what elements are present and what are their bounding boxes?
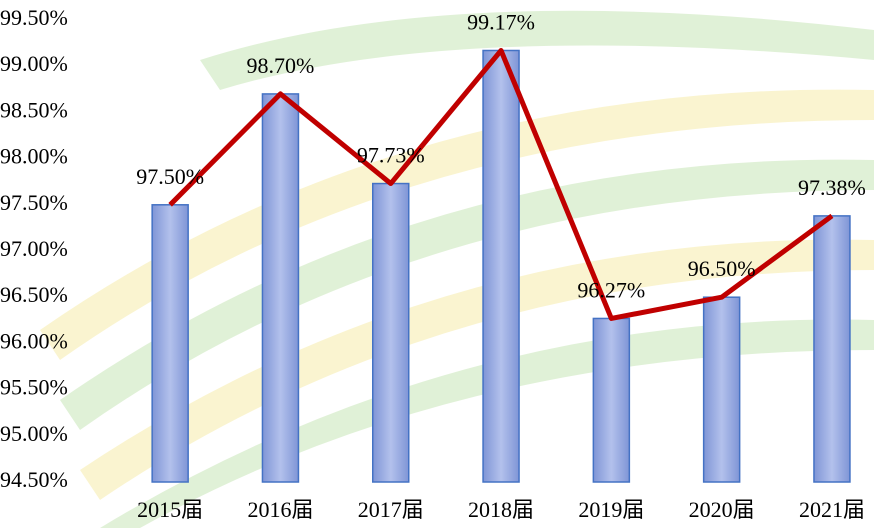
- y-tick-label: 97.50%: [0, 190, 68, 215]
- y-tick-label: 98.00%: [0, 144, 68, 169]
- data-label: 98.70%: [247, 53, 315, 78]
- x-tick-label: 2017届: [358, 497, 424, 522]
- bar: [483, 50, 519, 482]
- bar: [814, 216, 850, 482]
- data-label: 96.27%: [577, 277, 645, 302]
- y-tick-label: 97.00%: [0, 236, 68, 261]
- bar: [704, 297, 740, 482]
- page: {"chart_data": {"type": "bar_line", "cat…: [0, 0, 874, 528]
- bar: [152, 205, 188, 482]
- y-tick-label: 95.00%: [0, 421, 68, 446]
- x-tick-label: 2018届: [468, 497, 534, 522]
- data-label: 97.50%: [136, 164, 204, 189]
- y-tick-label: 98.50%: [0, 97, 68, 122]
- bar: [373, 184, 409, 482]
- x-tick-label: 2021届: [799, 497, 865, 522]
- y-tick-label: 99.00%: [0, 51, 68, 76]
- y-tick-label: 94.50%: [0, 467, 68, 492]
- bar: [262, 94, 298, 482]
- y-tick-label: 96.00%: [0, 328, 68, 353]
- y-tick-label: 99.50%: [0, 5, 68, 30]
- chart: 94.50% 95.00% 95.50% 96.00% 96.50% 97.00% 97.5…: [0, 0, 874, 528]
- x-tick-label: 2019届: [578, 497, 644, 522]
- y-tick-label: 96.50%: [0, 282, 68, 307]
- data-label: 99.17%: [467, 10, 535, 35]
- data-label: 97.38%: [798, 175, 866, 200]
- data-label: 96.50%: [688, 256, 756, 281]
- bar: [593, 318, 629, 482]
- data-label: 97.73%: [357, 143, 425, 168]
- y-tick-label: 95.50%: [0, 375, 68, 400]
- x-tick-label: 2020届: [689, 497, 755, 522]
- x-tick-label: 2015届: [137, 497, 203, 522]
- x-tick-label: 2016届: [247, 497, 313, 522]
